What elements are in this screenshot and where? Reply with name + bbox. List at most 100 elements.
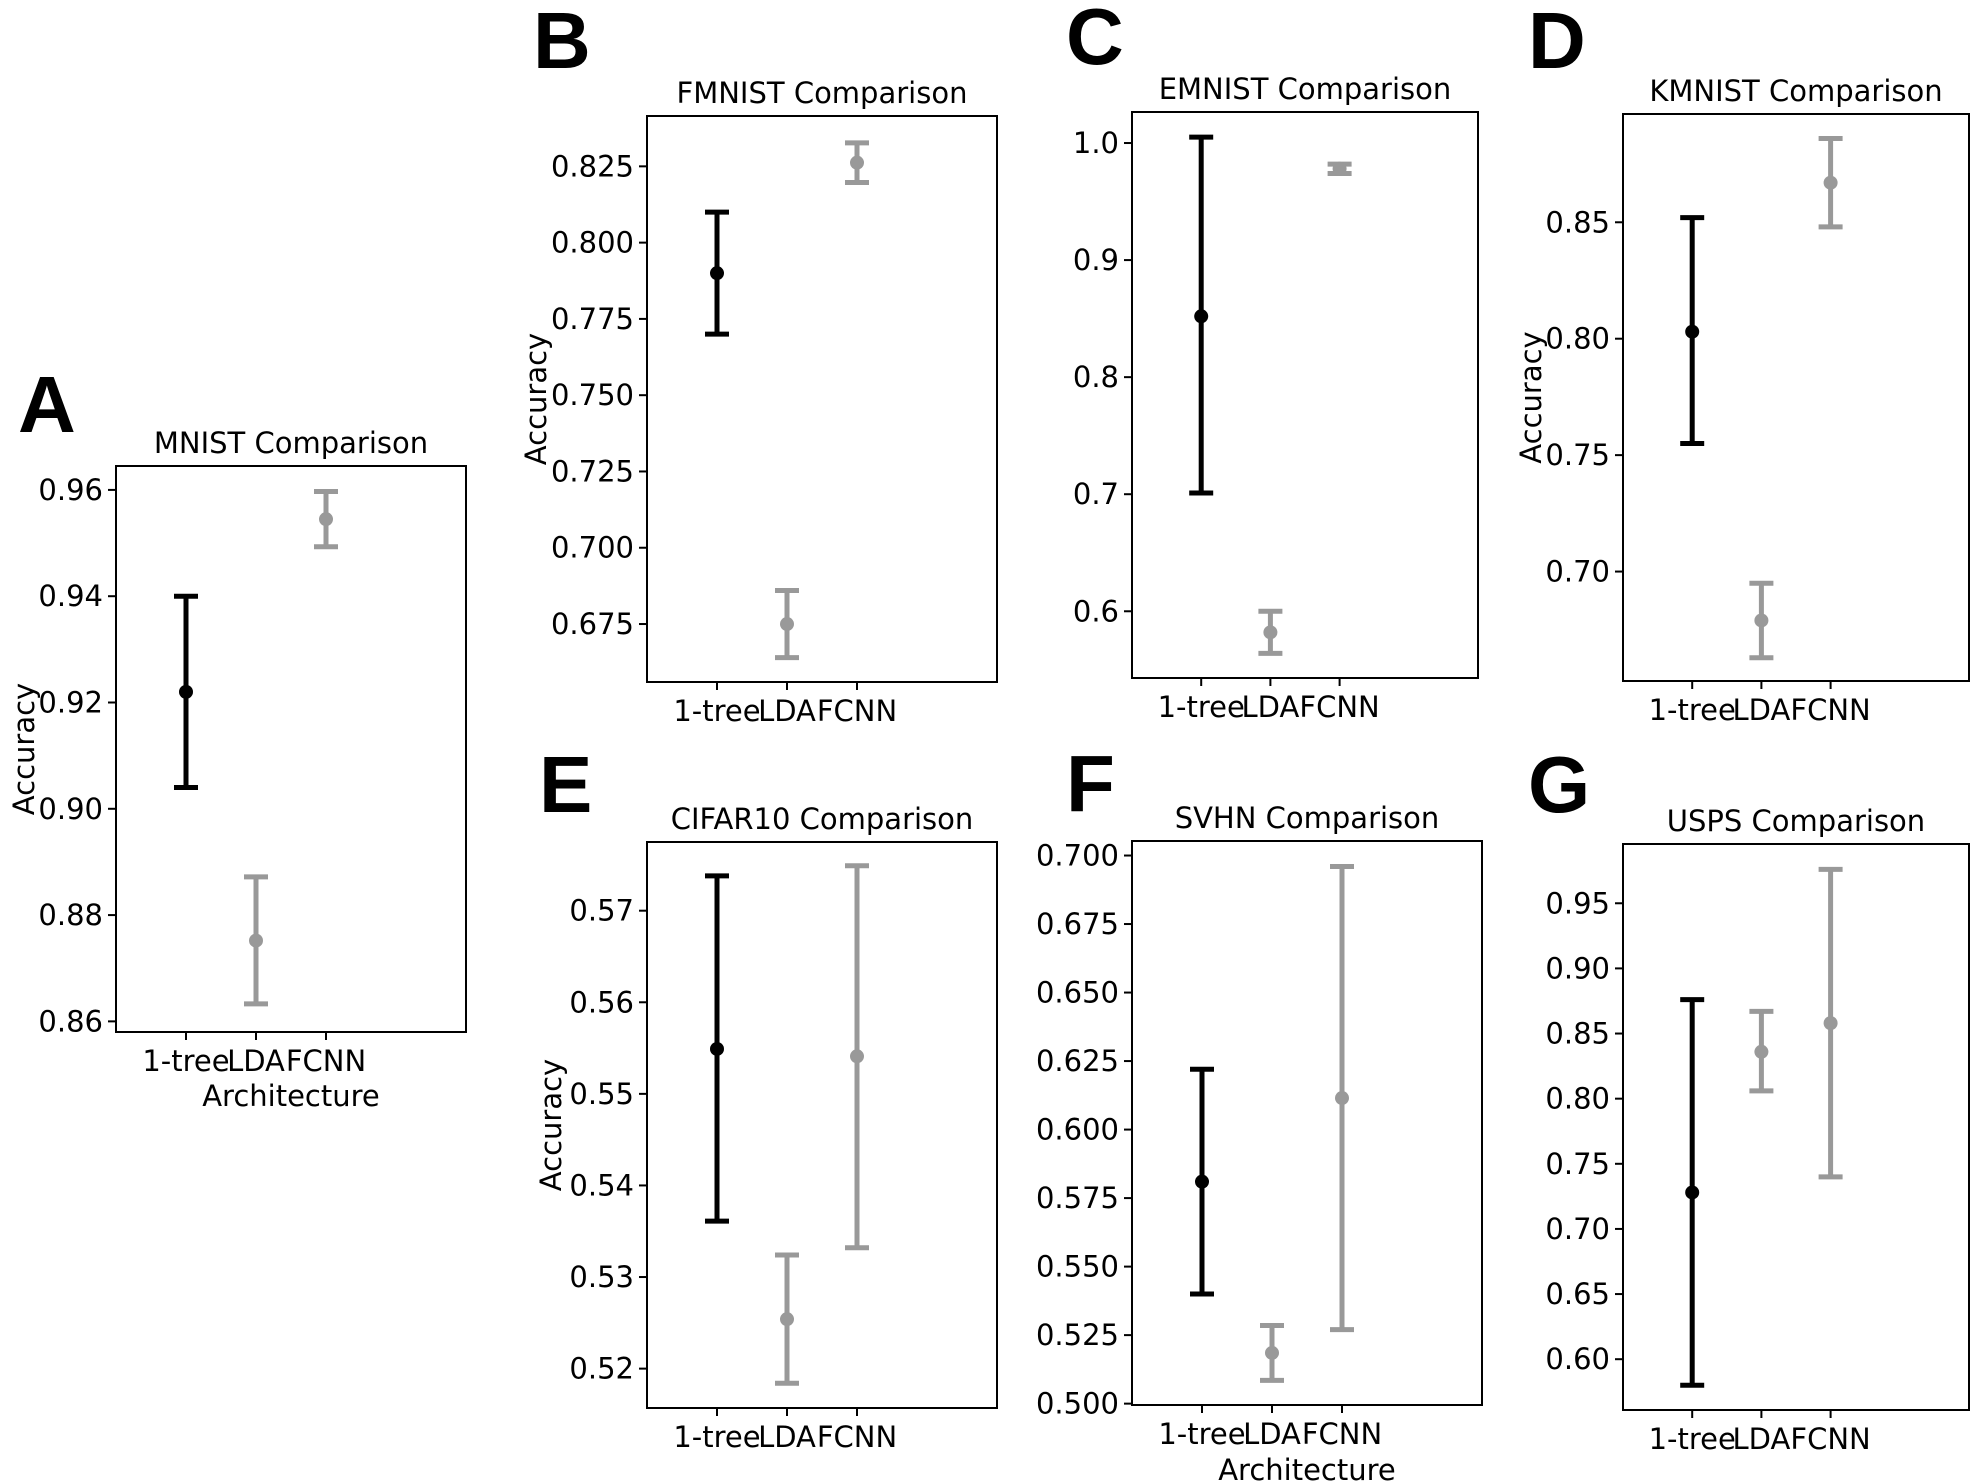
mean-point bbox=[249, 933, 263, 948]
x-tick-label: FCNN bbox=[286, 1044, 366, 1078]
errorbar-lda bbox=[775, 1252, 799, 1386]
chart-title: FMNIST Comparison bbox=[677, 76, 968, 110]
mean-point bbox=[1685, 1185, 1700, 1200]
y-tick-label: 0.675 bbox=[1036, 907, 1119, 941]
x-tick-label: 1-tree bbox=[142, 1044, 229, 1078]
mean-point bbox=[1754, 1044, 1769, 1059]
x-tick-label: LDA bbox=[758, 1420, 816, 1454]
x-tick-label: FCNN bbox=[1790, 1422, 1870, 1456]
errorbar-fcnn bbox=[1818, 866, 1843, 1180]
panel-letter-e: E bbox=[539, 740, 592, 829]
panel-g: G USPS Comparison 0.60 0.65 0.70 0.75 0.80 0.85… bbox=[1528, 740, 1970, 1456]
panel-e: E CIFAR10 Comparison 0.52 0.53 0.54 0.55 0.56 0… bbox=[534, 740, 998, 1454]
panel-letter-b: B bbox=[533, 0, 591, 85]
y-tick-label: 0.90 bbox=[1545, 951, 1610, 985]
mean-point bbox=[710, 266, 724, 281]
y-tick-label: 0.700 bbox=[551, 531, 634, 565]
x-tick-label: LDA bbox=[227, 1044, 285, 1078]
axes-frame bbox=[1622, 843, 1970, 1411]
axes-frame bbox=[646, 841, 998, 1409]
y-tick-label: 0.88 bbox=[38, 898, 103, 932]
y-tick-label: 0.625 bbox=[1036, 1044, 1119, 1078]
x-tick-label: FCNN bbox=[1299, 690, 1379, 724]
errorbar-fcnn bbox=[1330, 863, 1354, 1333]
chart-title: KMNIST Comparison bbox=[1649, 74, 1942, 108]
mean-point bbox=[319, 512, 333, 527]
y-tick-label: 0.55 bbox=[569, 1077, 634, 1111]
y-tick-label: 0.54 bbox=[569, 1168, 634, 1202]
y-tick-label: 0.800 bbox=[551, 226, 634, 260]
y-tick-label: 0.825 bbox=[551, 149, 634, 183]
mean-point bbox=[850, 155, 864, 170]
chart-title: USPS Comparison bbox=[1667, 804, 1925, 838]
errorbar-lda bbox=[775, 587, 799, 661]
y-tick-label: 0.550 bbox=[1036, 1250, 1119, 1284]
y-tick-label: 0.85 bbox=[1545, 1017, 1610, 1051]
errorbar-lda bbox=[244, 874, 268, 1007]
x-tick-label: 1-tree bbox=[1649, 1422, 1736, 1456]
y-tick-label: 0.70 bbox=[1545, 1212, 1610, 1246]
mean-point bbox=[1194, 309, 1209, 324]
y-tick-label: 0.90 bbox=[38, 792, 103, 826]
x-tick-label: FCNN bbox=[1302, 1417, 1382, 1451]
errorbar-fcnn bbox=[1818, 135, 1843, 230]
y-tick-label: 0.80 bbox=[1545, 322, 1610, 356]
y-tick-label: 0.92 bbox=[38, 685, 103, 719]
panel-f: F SVHN Comparison 0.500 0.525 0.550 0.575 0.60… bbox=[1036, 739, 1483, 1482]
chart-title: CIFAR10 Comparison bbox=[671, 802, 974, 836]
panel-c: C EMNIST Comparison 0.6 0.7 0.8 0.9 1.0 1-treeL… bbox=[1066, 0, 1479, 724]
y-axis-label: Accuracy bbox=[7, 683, 41, 815]
x-tick-label: 1-tree bbox=[673, 1420, 760, 1454]
x-tick-label: 1-tree bbox=[1158, 1417, 1245, 1451]
x-tick-label: FCNN bbox=[817, 694, 897, 728]
errorbar-lda bbox=[1749, 1008, 1774, 1094]
y-tick-label: 0.675 bbox=[551, 607, 634, 641]
errorbar-1-tree bbox=[174, 593, 198, 791]
y-tick-label: 0.750 bbox=[551, 378, 634, 412]
errorbar-lda bbox=[1749, 580, 1774, 661]
y-tick-label: 0.75 bbox=[1545, 438, 1610, 472]
errorbar-1-tree bbox=[1680, 215, 1705, 446]
chart-title: SVHN Comparison bbox=[1175, 801, 1440, 835]
errorbar-1-tree bbox=[705, 209, 729, 337]
errorbar-1-tree bbox=[1680, 997, 1705, 1388]
x-tick-label: LDA bbox=[1732, 1422, 1790, 1456]
errorbar-fcnn bbox=[314, 489, 338, 550]
y-tick-label: 0.53 bbox=[569, 1260, 634, 1294]
x-tick-label: FCNN bbox=[1790, 693, 1870, 727]
y-tick-label: 0.60 bbox=[1545, 1342, 1610, 1376]
mean-point bbox=[1332, 161, 1347, 176]
y-tick-label: 1.0 bbox=[1073, 126, 1119, 160]
y-tick-label: 0.8 bbox=[1073, 360, 1119, 394]
y-tick-label: 0.95 bbox=[1545, 886, 1610, 920]
mean-point bbox=[1265, 1345, 1279, 1360]
panel-letter-d: D bbox=[1528, 0, 1586, 85]
mean-point bbox=[780, 1312, 794, 1327]
y-tick-label: 0.57 bbox=[569, 894, 634, 928]
chart-title: MNIST Comparison bbox=[154, 426, 428, 460]
x-tick-label: 1-tree bbox=[1158, 690, 1245, 724]
y-tick-label: 0.56 bbox=[569, 985, 634, 1019]
x-axis-label: Architecture bbox=[1218, 1453, 1396, 1482]
errorbar-fcnn bbox=[1327, 161, 1352, 176]
errorbar-lda bbox=[1258, 608, 1283, 656]
panel-letter-g: G bbox=[1528, 740, 1590, 829]
y-axis-label: Accuracy bbox=[534, 1059, 568, 1191]
y-tick-label: 0.600 bbox=[1036, 1113, 1119, 1147]
axes-frame bbox=[1622, 113, 1970, 682]
y-tick-label: 0.9 bbox=[1073, 243, 1119, 277]
errorbar-lda bbox=[1260, 1323, 1284, 1383]
mean-point bbox=[710, 1041, 724, 1056]
mean-point bbox=[1823, 175, 1838, 190]
x-tick-label: 1-tree bbox=[1649, 693, 1736, 727]
y-tick-label: 0.80 bbox=[1545, 1082, 1610, 1116]
errorbar-fcnn bbox=[845, 140, 869, 186]
x-tick-label: FCNN bbox=[817, 1420, 897, 1454]
panel-letter-f: F bbox=[1066, 739, 1115, 828]
mean-point bbox=[1823, 1016, 1838, 1031]
axes-frame bbox=[1131, 111, 1479, 679]
y-tick-label: 0.70 bbox=[1545, 555, 1610, 589]
x-tick-label: 1-tree bbox=[673, 694, 760, 728]
mean-point bbox=[1754, 613, 1769, 628]
y-tick-label: 0.775 bbox=[551, 302, 634, 336]
